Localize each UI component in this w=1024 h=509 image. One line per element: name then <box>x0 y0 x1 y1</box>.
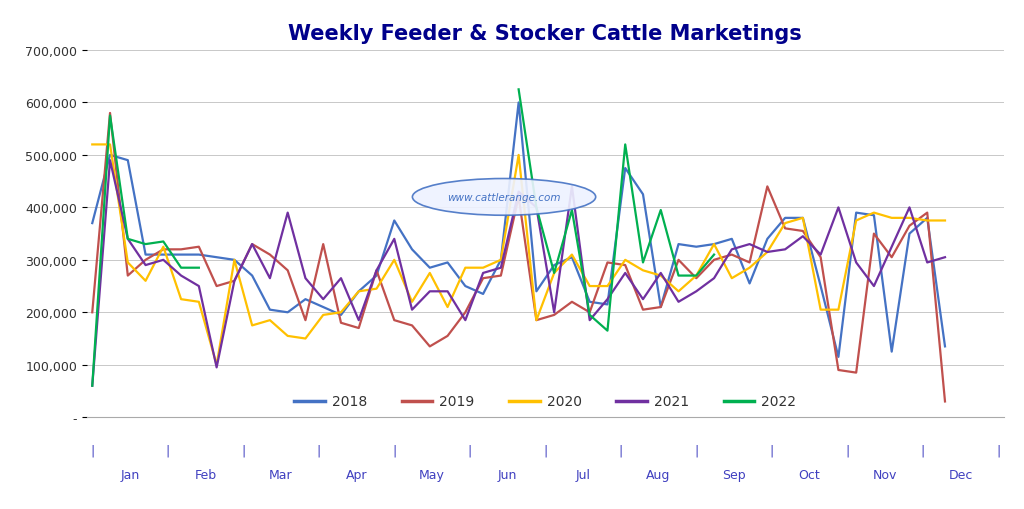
Text: Oct: Oct <box>799 468 820 481</box>
Text: |: | <box>770 444 774 457</box>
Text: Nov: Nov <box>872 468 897 481</box>
Text: Dec: Dec <box>948 468 973 481</box>
Line: 2018: 2018 <box>92 103 945 357</box>
2021 <box>512 189 524 195</box>
Text: |: | <box>316 444 321 457</box>
2021 <box>922 260 934 266</box>
2020 <box>406 299 418 305</box>
2022 <box>86 383 98 389</box>
2022 <box>157 239 169 245</box>
2021 <box>86 383 98 389</box>
2022 <box>530 205 543 211</box>
Text: Apr: Apr <box>346 468 368 481</box>
Text: |: | <box>996 444 1000 457</box>
2018 <box>512 100 524 106</box>
2019 <box>637 307 649 313</box>
Text: May: May <box>419 468 445 481</box>
Text: Feb: Feb <box>195 468 217 481</box>
Line: 2019: 2019 <box>92 114 945 402</box>
2020 <box>922 218 934 224</box>
Text: |: | <box>90 444 94 457</box>
2019 <box>512 194 524 201</box>
2021 <box>637 297 649 303</box>
Text: |: | <box>921 444 925 457</box>
2020 <box>86 142 98 148</box>
2019 <box>406 323 418 329</box>
2019 <box>922 210 934 216</box>
Ellipse shape <box>413 179 596 216</box>
Text: www.cattlerange.com: www.cattlerange.com <box>447 192 561 203</box>
Text: Aug: Aug <box>646 468 671 481</box>
2020 <box>512 153 524 159</box>
Text: |: | <box>242 444 246 457</box>
Text: Mar: Mar <box>269 468 293 481</box>
2020 <box>157 244 169 250</box>
Text: |: | <box>845 444 849 457</box>
Line: 2021: 2021 <box>92 161 945 386</box>
2018 <box>637 192 649 198</box>
2019 <box>86 309 98 316</box>
Line: 2022: 2022 <box>92 90 714 386</box>
2021 <box>406 307 418 313</box>
Text: Jun: Jun <box>498 468 517 481</box>
2020 <box>673 289 685 295</box>
Text: |: | <box>618 444 623 457</box>
Title: Weekly Feeder & Stocker Cattle Marketings: Weekly Feeder & Stocker Cattle Marketing… <box>289 24 802 44</box>
2018 <box>673 242 685 248</box>
2021 <box>157 257 169 263</box>
2019 <box>157 247 169 253</box>
Text: |: | <box>694 444 698 457</box>
Text: |: | <box>468 444 472 457</box>
Legend: 2018, 2019, 2020, 2021, 2022: 2018, 2019, 2020, 2021, 2022 <box>289 389 802 414</box>
Text: |: | <box>392 444 396 457</box>
Text: Sep: Sep <box>722 468 745 481</box>
2022 <box>654 208 667 214</box>
2019 <box>673 257 685 263</box>
Text: |: | <box>166 444 170 457</box>
2018 <box>157 252 169 258</box>
2018 <box>86 220 98 227</box>
2022 <box>690 273 702 279</box>
Text: Jul: Jul <box>575 468 591 481</box>
2020 <box>637 268 649 274</box>
2021 <box>673 299 685 305</box>
2018 <box>922 215 934 221</box>
Text: |: | <box>543 444 548 457</box>
Text: Jan: Jan <box>121 468 139 481</box>
Line: 2020: 2020 <box>92 145 945 365</box>
2018 <box>406 247 418 253</box>
